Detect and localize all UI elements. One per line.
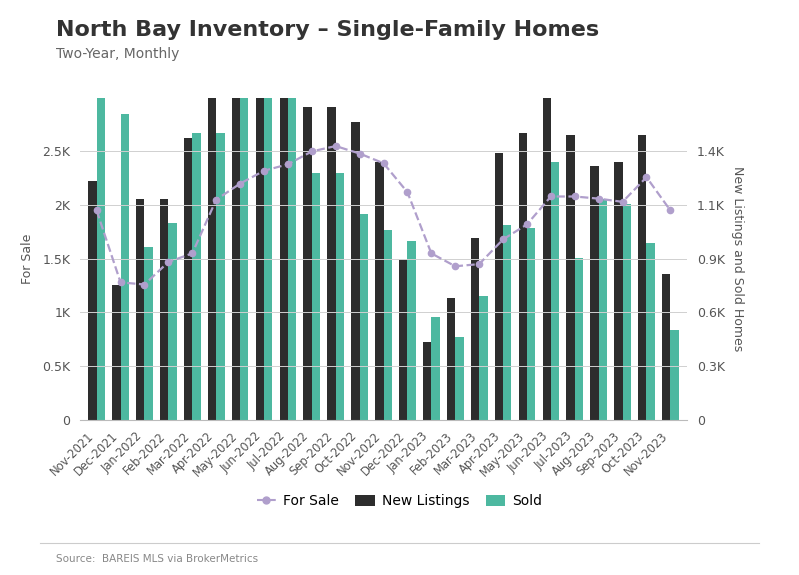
Bar — [543, 90, 551, 420]
Bar — [447, 298, 455, 420]
Bar — [240, 74, 248, 420]
Bar — [136, 199, 145, 420]
Bar — [519, 133, 527, 420]
Y-axis label: For Sale: For Sale — [21, 233, 34, 284]
Bar — [407, 242, 415, 420]
Bar — [88, 181, 97, 420]
Bar — [376, 162, 384, 420]
Bar — [574, 258, 583, 420]
Bar — [455, 337, 463, 420]
Bar — [193, 133, 201, 420]
Bar — [479, 297, 487, 420]
Bar — [145, 247, 153, 420]
Bar — [551, 162, 559, 420]
Text: Two-Year, Monthly: Two-Year, Monthly — [56, 47, 179, 61]
Bar — [590, 166, 598, 420]
Bar — [121, 114, 129, 420]
Bar — [598, 199, 607, 420]
Bar — [614, 162, 622, 420]
Bar — [527, 228, 535, 420]
Bar — [352, 122, 360, 420]
Bar — [312, 173, 320, 420]
Bar — [232, 22, 240, 420]
Bar — [360, 214, 368, 420]
Bar — [638, 135, 646, 420]
Bar — [503, 225, 511, 420]
Bar — [423, 343, 431, 420]
Bar — [336, 173, 344, 420]
Text: Source:  BAREIS MLS via BrokerMetrics: Source: BAREIS MLS via BrokerMetrics — [56, 554, 258, 564]
Bar — [97, 83, 105, 420]
Bar — [471, 237, 479, 420]
Bar — [431, 317, 439, 420]
Bar — [646, 243, 655, 420]
Bar — [264, 74, 272, 420]
Y-axis label: New Listings and Sold Homes: New Listings and Sold Homes — [731, 166, 745, 351]
Legend: For Sale, New Listings, Sold: For Sale, New Listings, Sold — [251, 488, 548, 513]
Bar — [399, 260, 407, 420]
Text: North Bay Inventory – Single-Family Homes: North Bay Inventory – Single-Family Home… — [56, 20, 599, 40]
Bar — [112, 285, 121, 420]
Bar — [256, 0, 264, 420]
Bar — [622, 205, 631, 420]
Bar — [288, 74, 296, 420]
Bar — [304, 107, 312, 420]
Bar — [495, 153, 503, 420]
Bar — [208, 0, 217, 420]
Bar — [280, 0, 288, 420]
Bar — [384, 230, 392, 420]
Bar — [217, 133, 225, 420]
Bar — [184, 138, 193, 420]
Bar — [662, 274, 670, 420]
Bar — [566, 135, 574, 420]
Bar — [328, 107, 336, 420]
Bar — [169, 223, 177, 420]
Bar — [670, 329, 679, 420]
Bar — [160, 199, 169, 420]
